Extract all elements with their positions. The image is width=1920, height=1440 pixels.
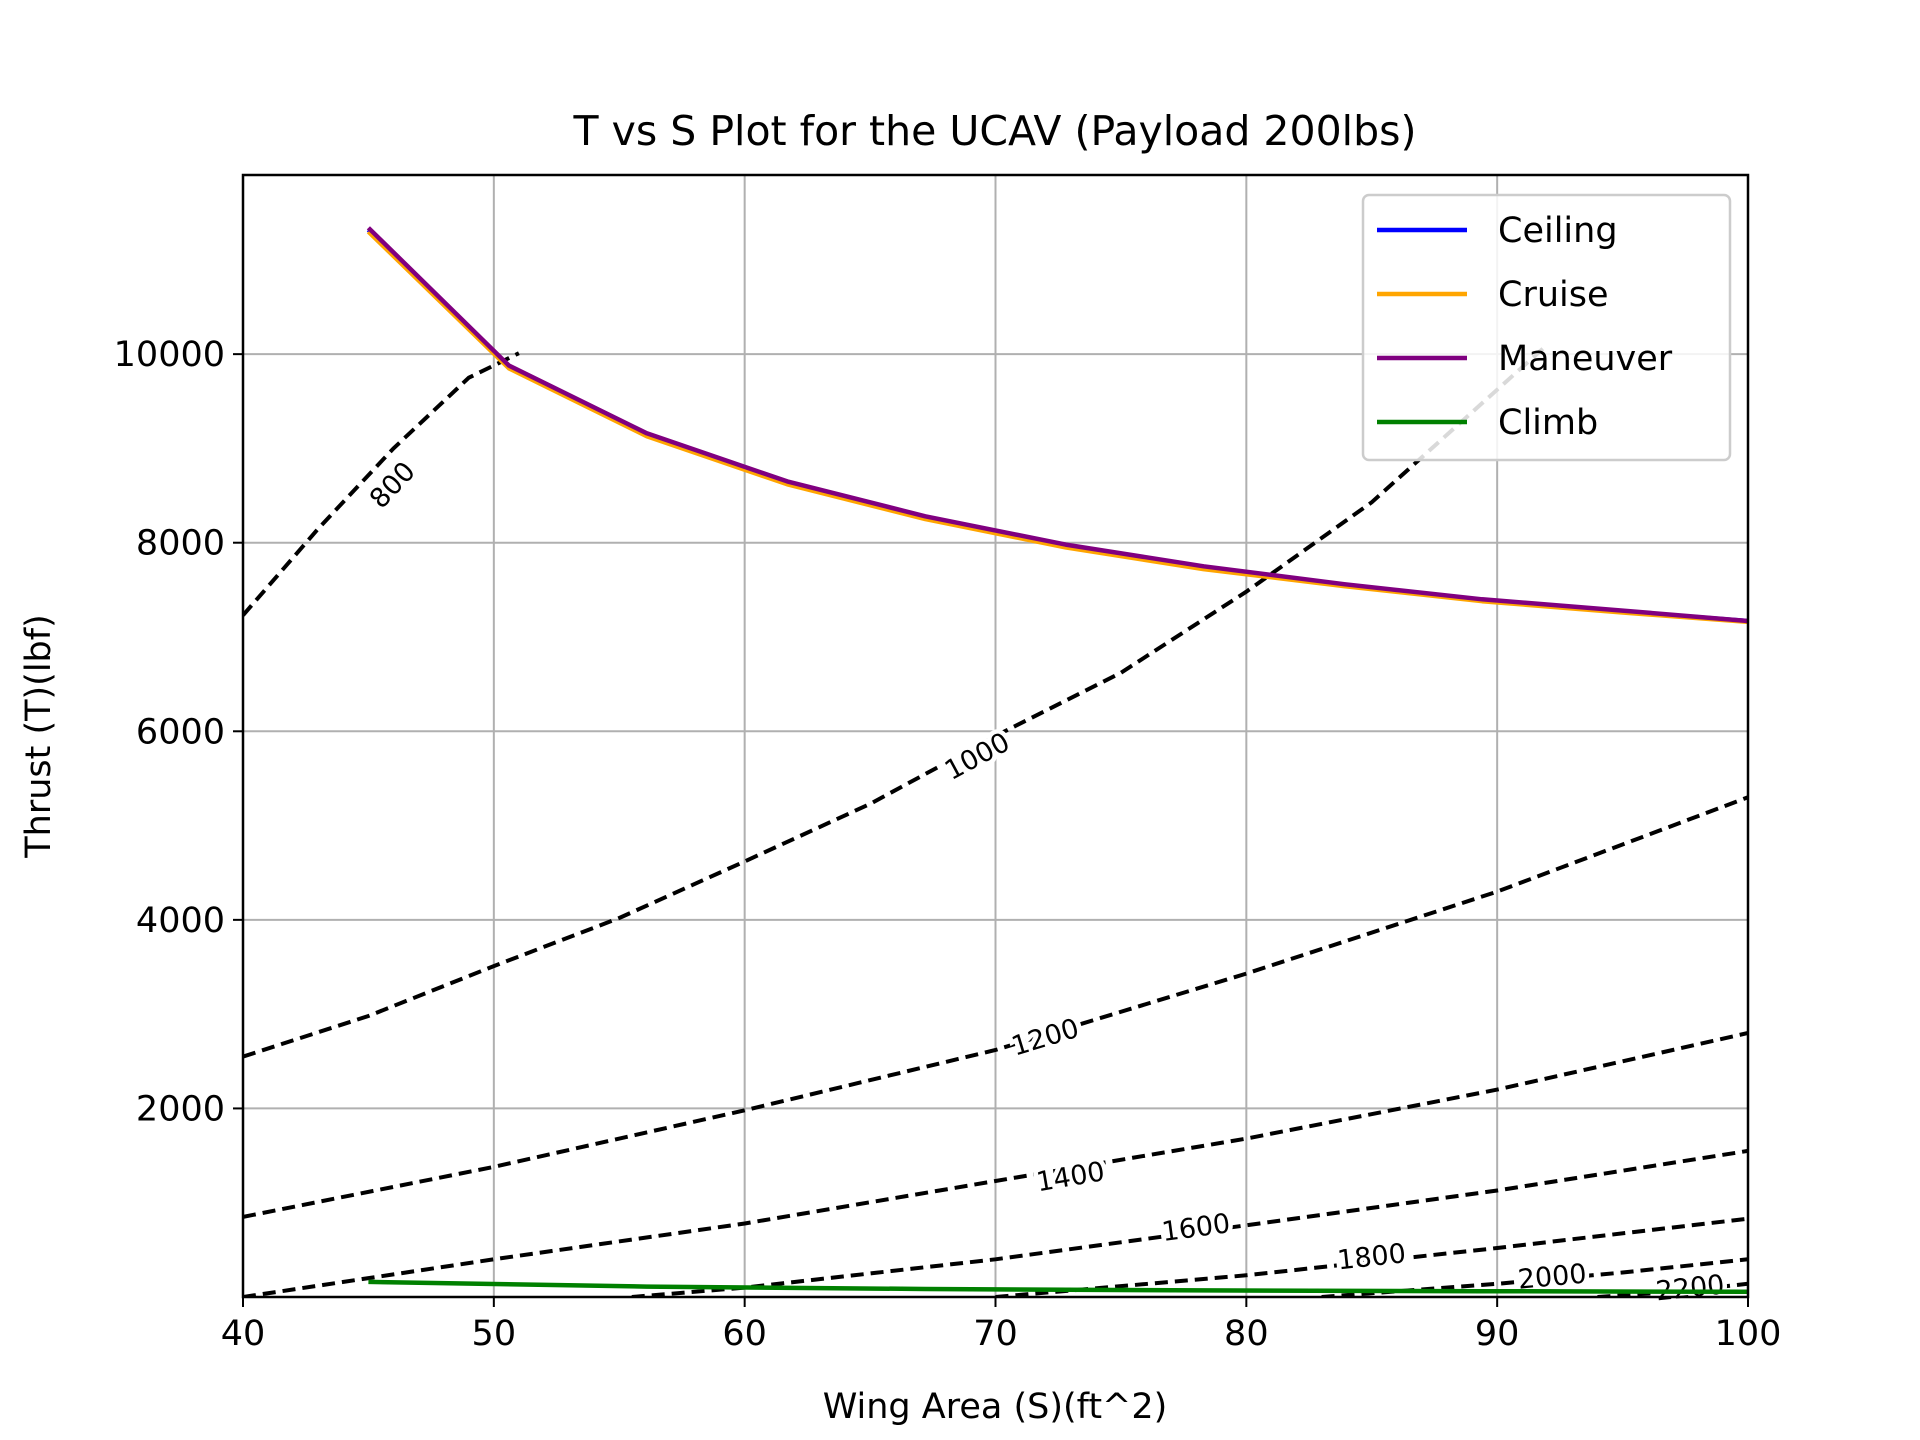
series-line-climb: [368, 1279, 1748, 1295]
legend-box: [1361, 193, 1732, 462]
y-axis-label: Thrust (T)(lbf): [19, 614, 59, 858]
contour-line-2200: [1597, 1281, 1748, 1297]
legend: Ceiling Cruise Maneuver Climb: [1361, 193, 1732, 462]
y-tick-label: 4000: [136, 901, 225, 941]
x-axis-label: Wing Area (S)(ft^2): [823, 1387, 1168, 1427]
contour-line-1600: [631, 1148, 1748, 1297]
x-tick-label: 90: [1475, 1314, 1520, 1354]
x-tick-label: 80: [1224, 1314, 1269, 1354]
data-series: [366, 226, 1748, 1295]
contour-label-2200: 2200: [1654, 1269, 1726, 1307]
y-tick-label: 6000: [136, 712, 225, 752]
contour-line-1000: [243, 343, 1549, 1059]
contour-label-1400: 1400: [1034, 1156, 1107, 1198]
x-tick-label: 100: [1715, 1314, 1782, 1354]
contour-label-1200: 1200: [1008, 1013, 1083, 1063]
legend-label-maneuver: Maneuver: [1498, 339, 1673, 379]
x-tick-label: 40: [221, 1314, 266, 1354]
legend-label-ceiling: Ceiling: [1498, 211, 1618, 251]
x-tick-label: 70: [973, 1314, 1018, 1354]
legend-label-climb: Climb: [1498, 403, 1598, 443]
contour-line-1800: [995, 1216, 1748, 1297]
contour-line-1400: [243, 1031, 1748, 1297]
axis-ticks: 40 50 60 70 80 90 100 2000 4000 6000 8000 10000: [114, 335, 1782, 1354]
legend-label-cruise: Cruise: [1498, 275, 1609, 315]
contour-line-1200: [243, 795, 1748, 1219]
chart-title: T vs S Plot for the UCAV (Payload 200lbs…: [573, 107, 1417, 155]
x-tick-label: 50: [472, 1314, 517, 1354]
y-tick-label: 10000: [114, 335, 225, 375]
contour-label-1000: 1000: [940, 727, 1015, 787]
contour-label-1600: 1600: [1160, 1208, 1232, 1248]
y-tick-label: 2000: [136, 1089, 225, 1129]
contour-label-1800: 1800: [1336, 1238, 1408, 1276]
contour-lines: [243, 343, 1748, 1297]
series-line-maneuver: [366, 226, 1748, 624]
y-tick-label: 8000: [136, 524, 225, 564]
x-tick-label: 60: [722, 1314, 767, 1354]
contour-label-800: 800: [364, 456, 422, 515]
contour-line-800: [243, 351, 520, 617]
